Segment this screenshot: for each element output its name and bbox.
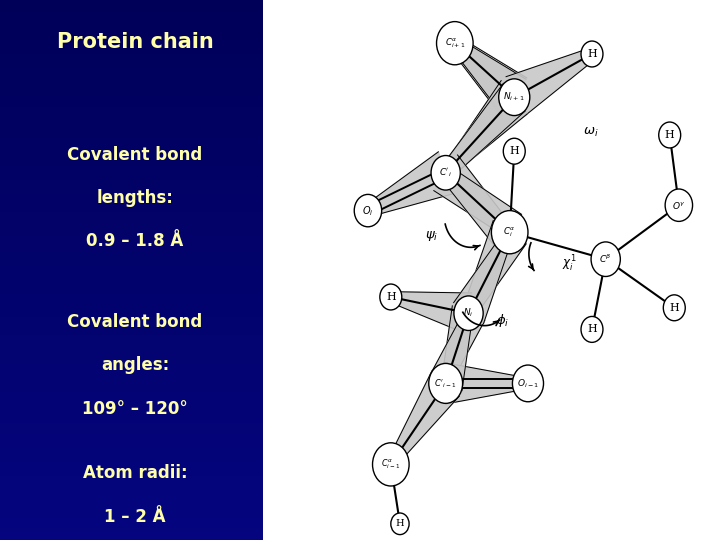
Text: $O_i$: $O_i$ (362, 204, 374, 218)
Polygon shape (454, 230, 513, 324)
Circle shape (354, 194, 382, 227)
Text: $C^\alpha_{i+1}$: $C^\alpha_{i+1}$ (445, 37, 465, 50)
Text: 1 – 2 Å: 1 – 2 Å (104, 508, 166, 525)
Circle shape (659, 122, 680, 148)
Polygon shape (463, 220, 526, 318)
Circle shape (581, 41, 603, 67)
Polygon shape (429, 311, 473, 391)
Polygon shape (387, 370, 459, 468)
Circle shape (391, 513, 409, 535)
Circle shape (581, 316, 603, 342)
Circle shape (436, 22, 473, 65)
Text: $\psi_i$: $\psi_i$ (425, 228, 438, 242)
Text: $C'_i$: $C'_i$ (439, 166, 452, 179)
Text: H: H (396, 519, 404, 528)
Text: lengths:: lengths: (96, 189, 174, 207)
Text: $C^\beta$: $C^\beta$ (599, 253, 612, 265)
Text: $C^\alpha_{i-1}$: $C^\alpha_{i-1}$ (382, 458, 400, 471)
Text: $O^\gamma$: $O^\gamma$ (672, 200, 685, 211)
Polygon shape (451, 37, 527, 117)
Polygon shape (390, 292, 472, 333)
Polygon shape (446, 363, 528, 404)
Polygon shape (506, 48, 594, 118)
Text: angles:: angles: (101, 356, 169, 374)
Circle shape (491, 211, 528, 254)
Circle shape (372, 443, 409, 486)
Polygon shape (441, 166, 521, 250)
Polygon shape (441, 306, 485, 386)
Circle shape (513, 365, 544, 402)
Circle shape (380, 284, 402, 310)
Text: H: H (587, 325, 597, 334)
Text: $N_{i+1}$: $N_{i+1}$ (503, 91, 525, 104)
Circle shape (503, 138, 525, 164)
Text: $C^\alpha_i$: $C^\alpha_i$ (503, 226, 516, 239)
Text: H: H (670, 303, 679, 313)
Circle shape (499, 79, 530, 116)
Text: $O_{i-1}$: $O_{i-1}$ (517, 377, 539, 390)
Circle shape (454, 296, 483, 330)
Polygon shape (441, 83, 525, 179)
Text: Covalent bond: Covalent bond (68, 313, 202, 331)
Text: $N_i$: $N_i$ (463, 307, 474, 320)
Circle shape (431, 156, 460, 190)
Polygon shape (451, 38, 526, 115)
Circle shape (663, 295, 685, 321)
Polygon shape (366, 152, 453, 217)
Text: H: H (665, 130, 675, 140)
Text: H: H (587, 49, 597, 59)
Text: H: H (509, 146, 519, 156)
Text: Atom radii:: Atom radii: (83, 464, 187, 482)
Text: $\omega_i$: $\omega_i$ (582, 126, 598, 139)
Circle shape (665, 189, 693, 221)
Text: $\phi_i$: $\phi_i$ (496, 312, 509, 329)
Polygon shape (434, 155, 513, 237)
Text: $C'_{i-1}$: $C'_{i-1}$ (434, 377, 457, 390)
Text: Protein chain: Protein chain (57, 32, 213, 52)
Text: $\chi_i^1$: $\chi_i^1$ (562, 253, 577, 273)
Text: H: H (386, 292, 396, 302)
Text: Covalent bond: Covalent bond (68, 146, 202, 164)
Circle shape (591, 242, 621, 276)
Text: 0.9 – 1.8 Å: 0.9 – 1.8 Å (86, 232, 184, 250)
Polygon shape (442, 80, 527, 178)
Text: 109° – 120°: 109° – 120° (82, 400, 188, 417)
Circle shape (429, 363, 462, 403)
